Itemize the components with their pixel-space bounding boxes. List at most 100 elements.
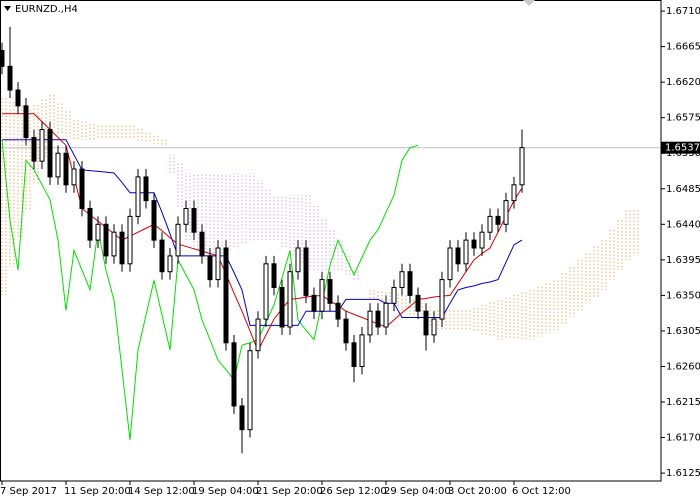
y-tick-label: 1.6440 [666,219,700,230]
x-tick-label: 3 Oct 20:00 [448,486,507,497]
x-tick-label: 19 Sep 04:00 [192,486,259,497]
candle-body [23,105,29,138]
candle-body [511,184,517,202]
candle-body [431,318,437,336]
candle-body [455,247,461,265]
y-tick-label: 1.6665 [666,42,700,53]
y-tick-label: 1.6125 [666,468,700,479]
indicator-line [2,139,523,326]
y-tick-label: 1.6260 [666,361,700,372]
y-tick-label: 1.6170 [666,433,700,444]
candle-body [423,310,429,336]
x-tick-label: 6 Oct 12:00 [512,486,571,497]
candle-body [95,223,101,241]
candle-body [7,65,13,91]
candle-body [135,176,141,217]
candle-body [247,350,253,431]
y-tick-label: 1.6485 [666,184,700,195]
candle-body [255,318,261,352]
candle-body [143,176,149,202]
candle-body [199,231,205,257]
candle-body [495,215,501,225]
chart-title: EURNZD.,H4 [15,4,78,15]
candle-body [351,342,357,367]
candle-body [87,208,93,241]
x-tick-label: 29 Sep 04:00 [384,486,451,497]
candle-body [119,231,125,265]
candle-body [519,147,525,186]
candle-body [39,129,45,162]
y-tick-label: 1.6350 [666,290,700,301]
x-tick-label: 7 Sep 2017 [0,486,57,497]
candle-body [63,152,69,186]
candle-body [311,294,317,312]
x-tick-label: 21 Sep 20:00 [256,486,323,497]
candle-body [15,89,21,107]
y-tick-label: 1.6620 [666,77,700,88]
y-tick-label: 1.6710 [666,6,700,17]
candle-body [479,231,485,249]
y-tick-label: 1.6575 [666,113,700,124]
candle-body [487,215,493,233]
x-tick-label: 11 Sep 20:00 [64,486,131,497]
y-tick-label: 1.6395 [666,255,700,266]
candle-body [375,310,381,328]
candle-body [415,294,421,312]
candle-body [215,247,221,281]
candle-body [167,255,173,273]
candle-body [191,208,197,233]
indicator-line [1,139,419,440]
candle-body [231,342,237,407]
candle-body [471,239,477,249]
candle-body [183,208,189,225]
y-tick-label: 1.6530 [666,148,700,159]
candle-body [383,302,389,328]
candle-body [463,239,469,265]
candle-body [279,286,285,328]
candle-body [103,223,109,257]
candle-body [263,263,269,320]
candle-body [407,271,413,296]
x-tick-label: 26 Sep 12:00 [320,486,387,497]
candle-body [303,247,309,296]
trade-panel-toggle[interactable] [523,0,535,6]
candle-body [71,168,77,186]
candle-body [55,152,61,178]
candle-body [271,263,277,288]
candle-body [439,279,445,320]
candle-body [447,247,453,281]
current-price-box [661,141,700,154]
x-tick-label: 14 Sep 12:00 [128,486,195,497]
candle-body [327,279,333,304]
y-tick-label: 1.6215 [666,397,700,408]
candle-body [319,279,325,312]
plot-frame [0,0,662,482]
candle-body [367,310,373,336]
symbol-menu-icon[interactable] [4,6,11,11]
candle-body [127,215,133,265]
candle-body [47,129,53,178]
candle-body [359,334,365,367]
current-price-label: 1.6537 [665,143,700,154]
candle-body [399,271,405,288]
candle-body [111,231,117,257]
candle-body [287,271,293,328]
candle-body [239,405,245,431]
candle-body [151,200,157,241]
candle-body [175,223,181,257]
candle-body [31,136,37,162]
plot-area [0,26,661,454]
candle-body [79,168,85,210]
candle-body [295,247,301,273]
candle-body [223,247,229,344]
candle-body [207,255,213,281]
candle-body [391,286,397,304]
candle-body [343,318,349,344]
candle-body [503,200,509,225]
candle-body [0,50,5,67]
candle-body [159,239,165,273]
candle-body [335,302,341,320]
y-tick-label: 1.6305 [666,326,700,337]
